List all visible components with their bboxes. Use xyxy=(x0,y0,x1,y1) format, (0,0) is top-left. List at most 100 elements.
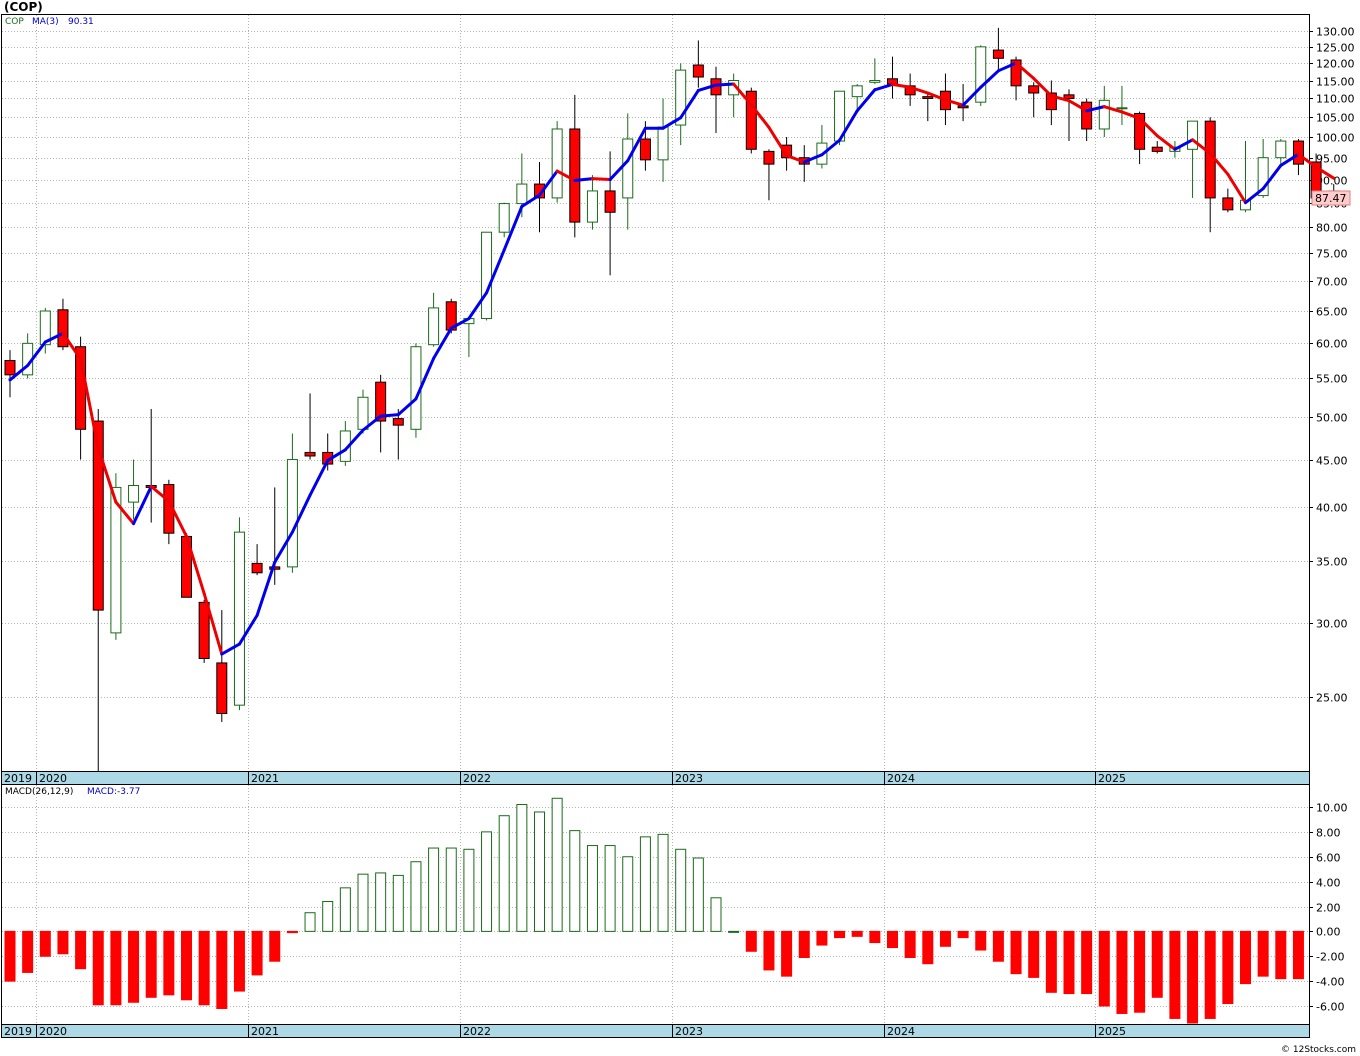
candle-body xyxy=(481,231,493,320)
ma-segment xyxy=(1067,99,1089,113)
candle-body xyxy=(1028,85,1040,94)
candle xyxy=(428,292,440,347)
candle xyxy=(1222,188,1234,213)
ma-segment xyxy=(8,363,30,382)
candle-body xyxy=(428,307,440,346)
ma-segment xyxy=(1173,138,1195,151)
macd-bar xyxy=(622,856,634,932)
macd-bar xyxy=(498,815,510,932)
price-grid xyxy=(2,15,1309,771)
candle-body xyxy=(128,485,140,503)
macd-bar xyxy=(1116,930,1128,1014)
price-x-axis-labels: 2019 2020 2021 2022 2023 2024 2025 xyxy=(4,772,1126,785)
price-tick-label: 115.00 xyxy=(1316,76,1355,89)
macd-tick-label: 0.00 xyxy=(1316,926,1341,939)
ma-segment xyxy=(661,116,683,130)
ma-segment xyxy=(255,560,277,617)
year-label: 2019 xyxy=(4,1025,32,1038)
candle xyxy=(745,87,757,154)
candle xyxy=(4,350,16,398)
macd-bar xyxy=(145,930,157,998)
macd-bar xyxy=(392,874,404,932)
ma-segment xyxy=(749,103,771,129)
candle-body xyxy=(639,138,651,161)
macd-bar xyxy=(163,930,175,996)
macd-bar xyxy=(1010,930,1022,975)
ma-segment xyxy=(520,193,541,208)
ma-segment xyxy=(379,413,400,418)
candle-body xyxy=(392,418,404,426)
macd-bar xyxy=(1257,930,1269,977)
candle xyxy=(1275,139,1287,167)
macd-bar xyxy=(110,930,122,1006)
macd-bar xyxy=(251,930,263,976)
ma-segment xyxy=(237,613,259,646)
ma-segment xyxy=(1138,116,1159,138)
candle xyxy=(604,151,616,276)
ma-segment xyxy=(732,82,753,107)
candle xyxy=(692,40,704,88)
price-tick-label: 75.00 xyxy=(1316,248,1348,261)
macd-tick-label: 10.00 xyxy=(1316,802,1348,815)
candle-body xyxy=(516,183,528,205)
macd-legend-name: MACD(26,12,9) xyxy=(5,787,73,797)
ma-segment xyxy=(1049,94,1071,103)
candle xyxy=(286,433,298,573)
macd-bar xyxy=(445,847,457,932)
candle-body xyxy=(1010,59,1022,87)
candle xyxy=(1116,85,1128,126)
year-label: 2021 xyxy=(251,1025,279,1038)
ma-segment xyxy=(202,592,224,656)
candle-body xyxy=(1151,146,1163,152)
candle xyxy=(375,374,387,453)
candle-body xyxy=(110,486,122,634)
macd-bar xyxy=(181,930,192,1001)
candle xyxy=(1028,82,1040,118)
candle-body xyxy=(286,459,298,568)
candle-body xyxy=(851,85,863,98)
candle-body xyxy=(745,90,757,150)
price-tick-label: 40.00 xyxy=(1316,502,1348,515)
macd-tick-label: 8.00 xyxy=(1316,827,1341,840)
candle-body xyxy=(1045,92,1057,111)
macd-bar xyxy=(516,804,528,932)
macd-bar xyxy=(1292,930,1304,980)
macd-bar xyxy=(1063,930,1075,995)
price-tick-label: 95.00 xyxy=(1316,153,1348,166)
candle-body xyxy=(604,190,616,213)
ma-segment xyxy=(273,530,294,564)
macd-bar xyxy=(410,861,422,932)
ma-segment xyxy=(96,446,118,504)
macd-bar xyxy=(604,845,616,932)
year-label: 2024 xyxy=(887,772,915,785)
ma-segment xyxy=(714,82,736,87)
ma-segment xyxy=(467,291,489,321)
year-label: 2019 xyxy=(4,772,32,785)
price-tick-label: 120.00 xyxy=(1316,58,1355,71)
macd-bar xyxy=(586,845,598,932)
macd-bar xyxy=(675,848,687,932)
candle-body xyxy=(869,80,881,83)
ma-segment xyxy=(1102,105,1124,114)
candle-body xyxy=(569,128,581,223)
ma-segment xyxy=(149,484,171,503)
macd-bar xyxy=(1275,930,1287,980)
candle-body xyxy=(1187,120,1199,150)
candle xyxy=(57,298,69,351)
year-label: 2022 xyxy=(463,1025,491,1038)
macd-bar xyxy=(887,930,898,949)
macd-bar xyxy=(551,797,563,932)
macd-y-axis: 10.00 8.00 6.00 4.00 2.00 0.00 -2.00 -4.00 -6.00 xyxy=(1309,802,1348,1014)
candle-body xyxy=(657,126,669,161)
candle xyxy=(922,93,934,122)
candle xyxy=(304,393,316,460)
ma-segment xyxy=(573,177,594,182)
price-tick-label: 70.00 xyxy=(1316,276,1348,289)
ma-segment xyxy=(855,88,877,113)
candle-body xyxy=(551,128,563,199)
price-tick-label: 130.00 xyxy=(1316,26,1355,39)
ma-segment xyxy=(290,493,312,534)
candle-body xyxy=(1081,101,1093,130)
ma-segment xyxy=(485,248,506,295)
ma-segment xyxy=(361,414,383,432)
